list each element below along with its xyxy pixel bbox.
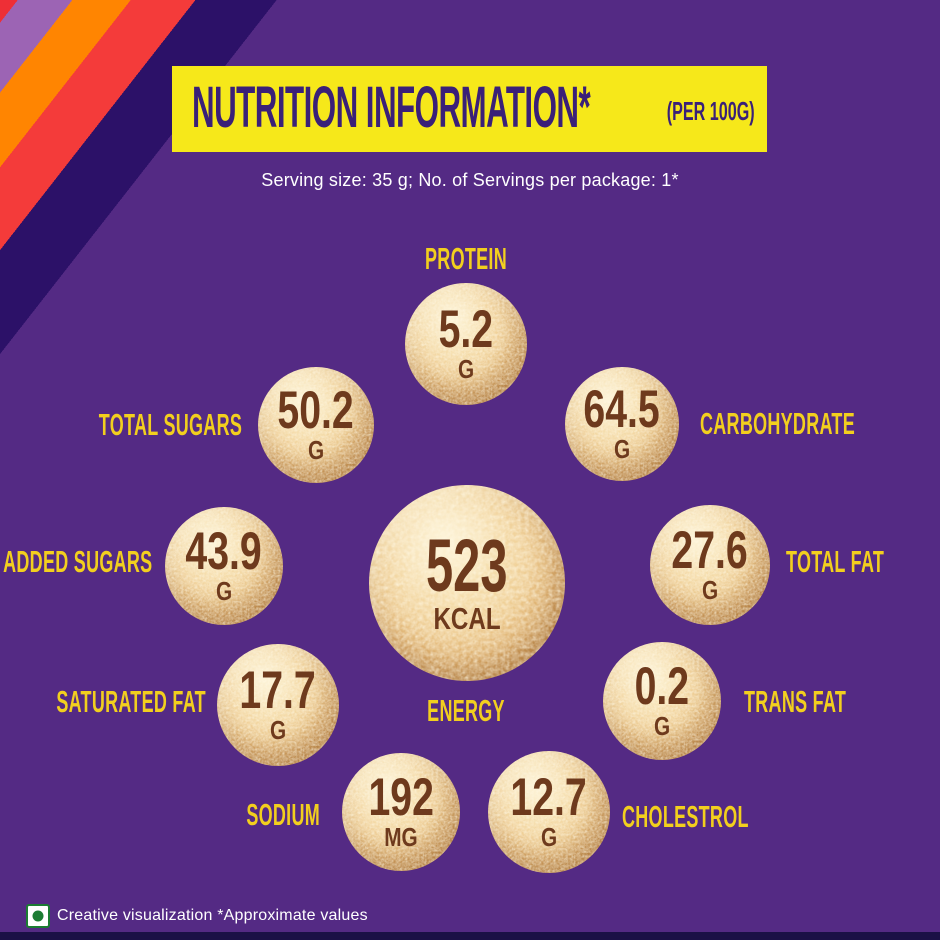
nutrient-unit: G xyxy=(215,575,233,606)
laddu-texture xyxy=(369,485,565,681)
nutrient-value: 12.7 xyxy=(510,768,588,828)
nutrient-label-text: TOTAL SUGARS xyxy=(98,407,242,442)
nutrient-label-total-fat: TOTAL FAT xyxy=(786,544,940,580)
nutrient-ball-total-sugars: 50.2 G xyxy=(258,367,374,483)
nutrient-ball-carbohydrate: 64.5 G xyxy=(565,367,679,481)
nutrient-label-carbohydrate: CARBOHYDRATE xyxy=(700,406,940,442)
per-100g-text: (PER 100G) xyxy=(667,95,755,126)
page-title: NUTRITION INFORMATION* xyxy=(192,74,929,141)
footer-note: Creative visualization *Approximate valu… xyxy=(57,907,368,924)
nutrient-unit: G xyxy=(269,714,287,745)
nutrient-value-group: 0.2 G xyxy=(603,642,721,760)
nutrient-ball-protein: 5.2 G xyxy=(405,283,527,405)
nutrient-value-group: 27.6 G xyxy=(650,505,770,625)
serving-size-text: Serving size: 35 g; No. of Servings per … xyxy=(261,170,679,190)
laddu-texture xyxy=(650,505,770,625)
nutrient-unit: G xyxy=(457,353,475,384)
nutrient-label-cholestrol: CHOLESTROL xyxy=(622,799,841,835)
nutrient-value-group: 192 MG xyxy=(342,753,460,871)
page-title-text: NUTRITION INFORMATION* xyxy=(192,75,591,141)
nutrient-value-group: 50.2 G xyxy=(258,367,374,483)
nutrient-ball-total-fat: 27.6 G xyxy=(650,505,770,625)
laddu-texture xyxy=(217,644,339,766)
nutrient-value-group: 43.9 G xyxy=(165,507,283,625)
bottom-bar xyxy=(0,932,940,940)
nutrient-value-group: 12.7 G xyxy=(488,751,610,873)
nutrient-value: 17.7 xyxy=(239,661,317,721)
nutrient-value: 50.2 xyxy=(277,381,355,441)
nutrient-value: 0.2 xyxy=(634,657,690,717)
nutrient-ball-trans-fat: 0.2 G xyxy=(603,642,721,760)
nutrient-label-text: CHOLESTROL xyxy=(622,799,749,834)
nutrient-ball-sodium: 192 MG xyxy=(342,753,460,871)
nutrient-label-total-sugars: TOTAL SUGARS xyxy=(0,407,242,443)
nutrient-value-group: 64.5 G xyxy=(565,367,679,481)
laddu-texture xyxy=(342,753,460,871)
nutrient-unit: KCAL xyxy=(433,600,501,636)
nutrient-ball-cholestrol: 12.7 G xyxy=(488,751,610,873)
per-100g-label: (PER 100G) xyxy=(613,96,755,127)
nutrient-value: 5.2 xyxy=(438,300,494,360)
nutrient-value: 523 xyxy=(426,524,508,608)
nutrient-unit: G xyxy=(613,433,631,464)
nutrient-label-text: TRANS FAT xyxy=(744,684,847,719)
nutrient-label-sodium: SODIUM xyxy=(193,797,320,833)
nutrient-value-group: 523 KCAL xyxy=(369,485,565,681)
nutrient-label-text: SODIUM xyxy=(246,797,320,832)
vegetarian-mark-icon xyxy=(26,904,50,928)
nutrient-ball-added-sugars: 43.9 G xyxy=(165,507,283,625)
nutrient-unit: G xyxy=(307,434,325,465)
nutrient-ball-saturated-fat: 17.7 G xyxy=(217,644,339,766)
title-banner: NUTRITION INFORMATION* (PER 100G) xyxy=(172,66,767,152)
nutrient-label-text: SATURATED FAT xyxy=(56,684,206,719)
nutrient-label-added-sugars: ADDED SUGARS xyxy=(0,544,152,580)
nutrient-label-text: ENERGY xyxy=(427,693,505,728)
laddu-texture xyxy=(165,507,283,625)
nutrient-label-energy: ENERGY xyxy=(399,693,533,729)
laddu-texture xyxy=(488,751,610,873)
laddu-texture xyxy=(405,283,527,405)
nutrient-value: 64.5 xyxy=(583,380,661,440)
nutrient-label-text: TOTAL FAT xyxy=(786,544,885,579)
nutrient-value-group: 17.7 G xyxy=(217,644,339,766)
nutrient-unit: G xyxy=(701,574,719,605)
nutrient-unit: G xyxy=(540,821,558,852)
nutrient-value: 43.9 xyxy=(185,522,263,582)
nutrient-ball-energy: 523 KCAL xyxy=(369,485,565,681)
nutrient-value-group: 5.2 G xyxy=(405,283,527,405)
nutrient-unit: G xyxy=(653,710,671,741)
nutrient-label-text: ADDED SUGARS xyxy=(2,544,152,579)
nutrient-value: 192 xyxy=(368,768,434,828)
laddu-texture xyxy=(565,367,679,481)
nutrient-value: 27.6 xyxy=(671,521,749,581)
laddu-texture xyxy=(258,367,374,483)
nutrient-unit: MG xyxy=(384,821,418,852)
nutrient-label-text: PROTEIN xyxy=(425,241,507,276)
laddu-texture xyxy=(603,642,721,760)
nutrient-label-text: CARBOHYDRATE xyxy=(700,406,855,441)
nutrient-label-trans-fat: TRANS FAT xyxy=(744,684,920,720)
nutrient-label-protein: PROTEIN xyxy=(395,241,536,277)
nutrient-label-saturated-fat: SATURATED FAT xyxy=(0,684,206,720)
